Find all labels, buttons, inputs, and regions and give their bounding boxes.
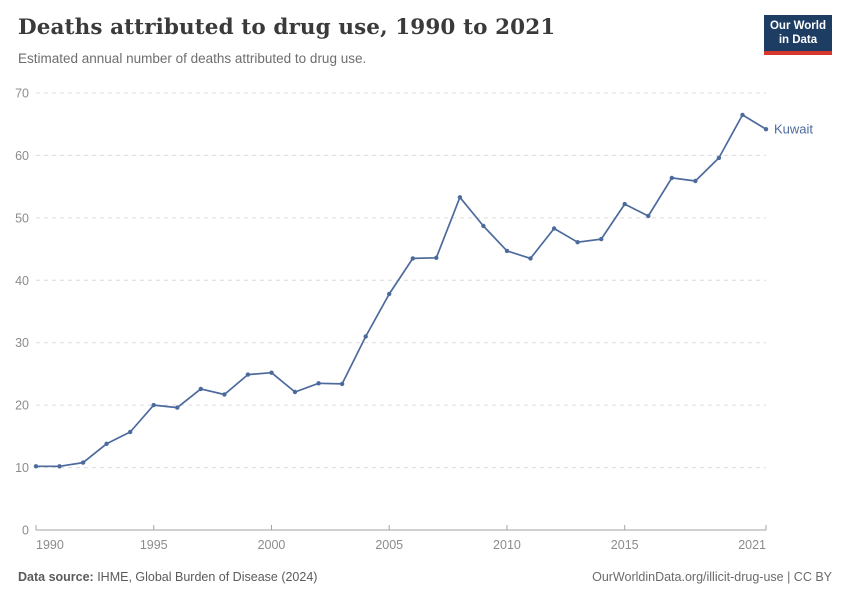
data-point[interactable] [622,201,627,207]
x-axis-tick-label: 1995 [140,538,168,552]
x-axis-tick-label: 2021 [738,538,766,552]
data-point[interactable] [504,248,510,254]
data-point[interactable] [128,429,133,435]
y-axis-tick-label: 40 [15,274,29,288]
chart-footer: Data source: IHME, Global Burden of Dise… [18,570,832,584]
data-point[interactable] [716,155,722,161]
x-axis-tick-label: 2000 [258,538,286,552]
data-point[interactable] [599,236,604,242]
data-point[interactable] [551,226,557,231]
x-axis-tick-label: 2010 [493,538,521,552]
data-point[interactable] [269,370,274,375]
data-point[interactable] [292,389,298,395]
data-point[interactable] [528,256,533,261]
series-label: Kuwait [774,122,813,137]
data-point[interactable] [693,178,698,184]
data-point[interactable] [316,381,321,386]
data-point[interactable] [457,195,463,200]
y-axis-tick-label: 70 [15,87,29,101]
y-axis-tick-label: 0 [22,524,29,538]
data-point[interactable] [198,386,203,392]
data-point[interactable] [646,213,651,219]
data-point[interactable] [575,240,580,245]
data-point[interactable] [222,392,227,397]
x-axis-tick-label: 2005 [375,538,403,552]
data-point[interactable] [481,223,486,229]
y-axis-tick-label: 10 [15,461,29,475]
data-point[interactable] [339,381,345,387]
data-source: Data source: IHME, Global Burden of Dise… [18,570,317,584]
x-axis-tick-label: 1990 [36,538,64,552]
owid-logo-line1: Our World [769,20,826,32]
data-point[interactable] [763,127,769,132]
y-axis-tick-label: 30 [15,336,29,350]
footer-link[interactable]: OurWorldinData.org/illicit-drug-use | CC… [592,570,832,584]
owid-logo-line2: in Data [778,33,818,46]
y-axis-tick-label: 50 [15,211,29,225]
data-point[interactable] [80,460,86,465]
data-point[interactable] [669,175,674,181]
x-axis-tick-label: 2015 [611,538,639,552]
data-point[interactable] [151,402,156,408]
data-point[interactable] [33,464,39,469]
data-point[interactable] [175,405,180,410]
data-point[interactable] [434,255,439,260]
data-point[interactable] [245,372,251,377]
y-axis-tick-label: 60 [15,149,29,163]
data-source-value: IHME, Global Burden of Disease (2024) [93,570,318,584]
data-source-label: Data source: [18,570,94,584]
data-point[interactable] [410,256,415,261]
owid-logo[interactable]: Our World in Data [763,15,832,55]
data-point[interactable] [363,334,368,339]
data-point[interactable] [740,112,745,118]
data-point[interactable] [387,291,392,297]
data-point[interactable] [57,464,62,469]
page-subtitle: Estimated annual number of deaths attrib… [18,51,367,66]
y-axis-tick-label: 20 [15,399,29,413]
line-series[interactable] [35,114,767,468]
page-title: Deaths attributed to drug use, 1990 to 2… [18,15,556,40]
data-point[interactable] [104,441,109,446]
